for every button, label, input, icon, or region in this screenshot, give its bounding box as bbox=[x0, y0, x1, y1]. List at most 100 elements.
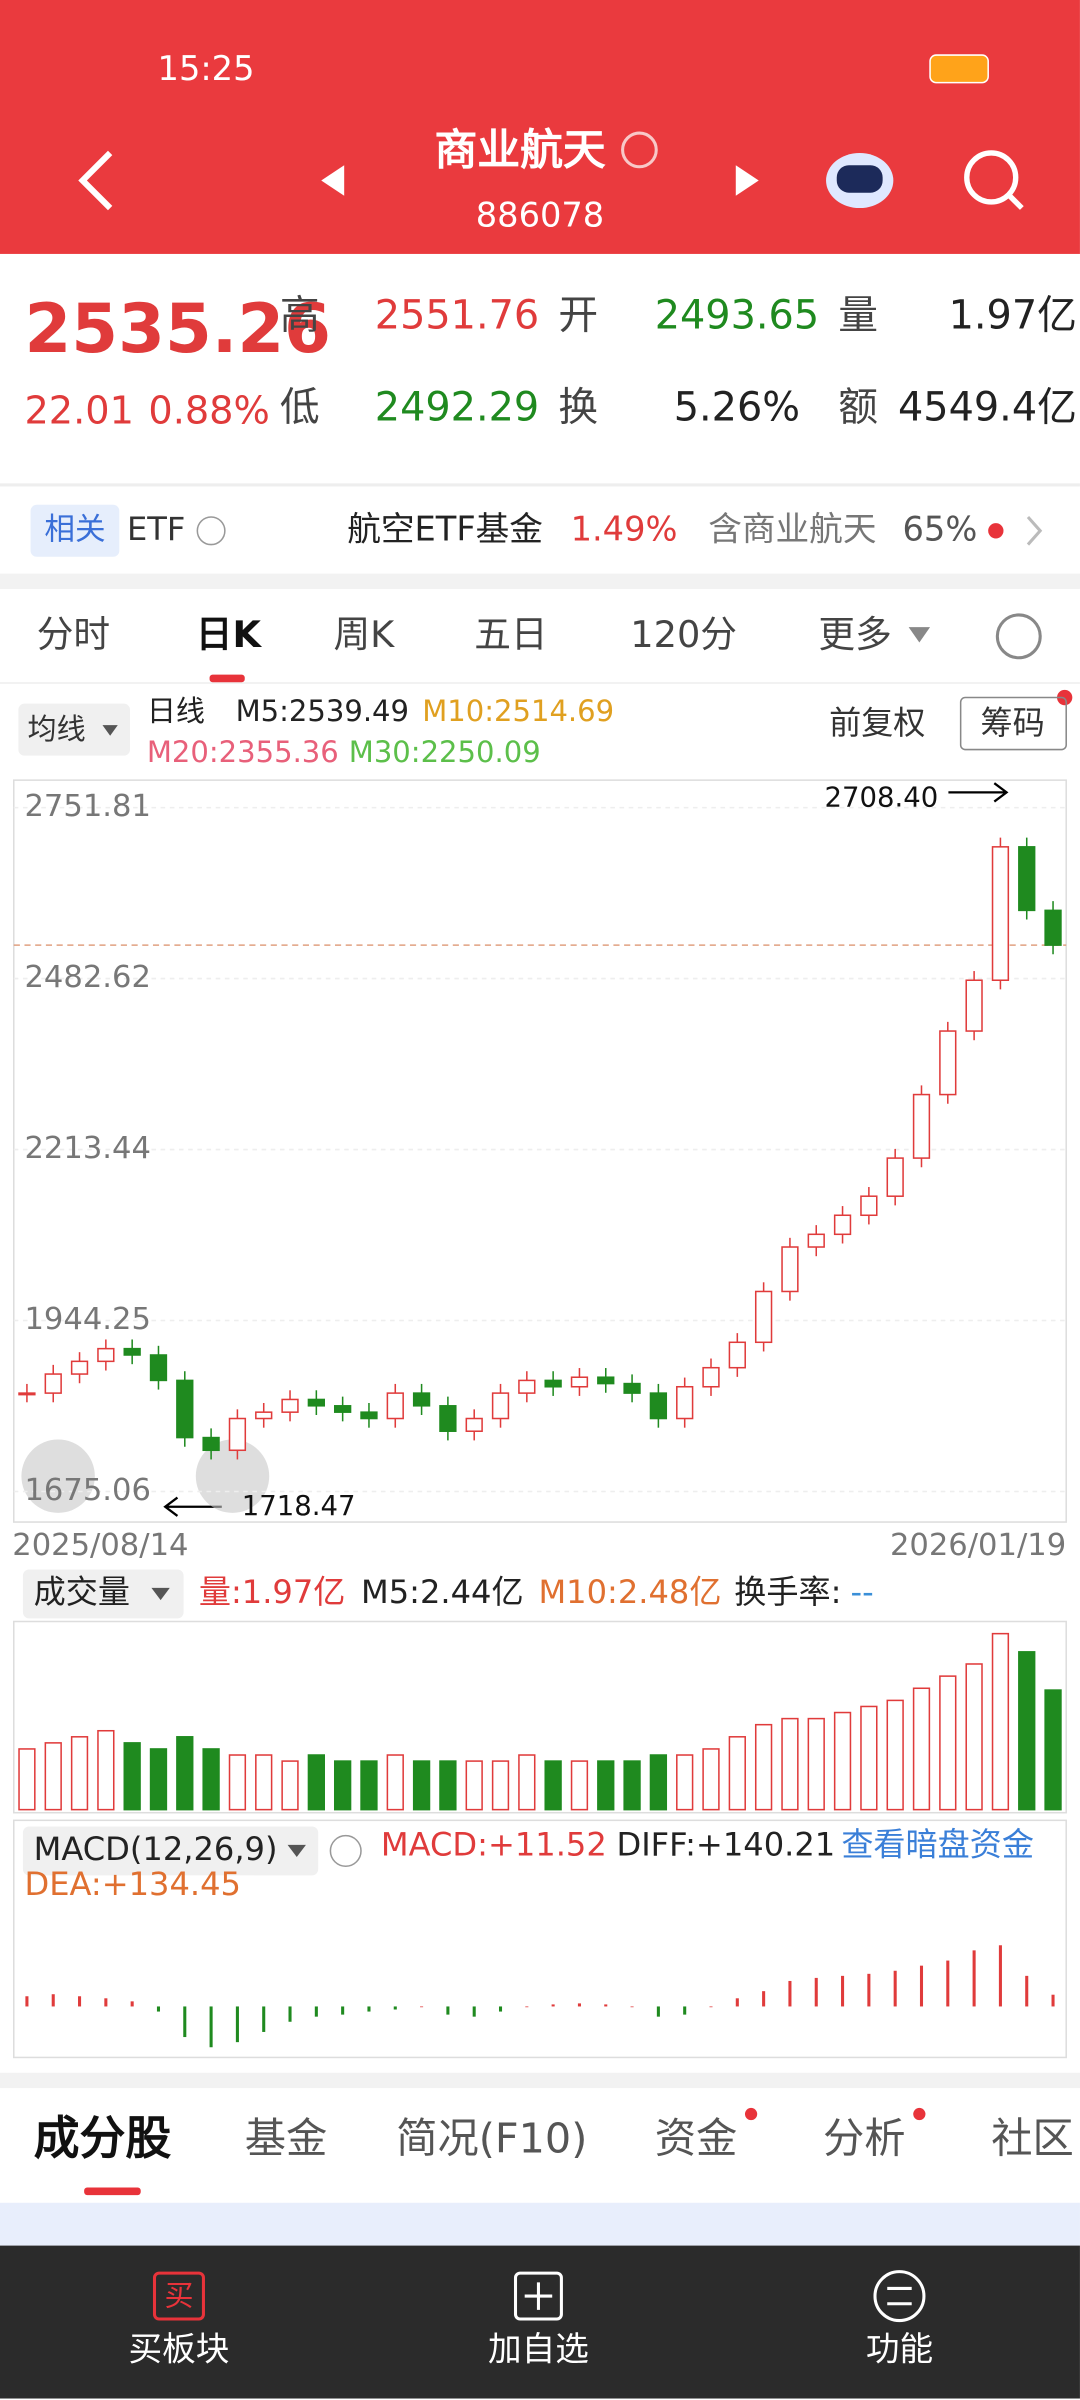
chevron[interactable] bbox=[1026, 516, 1043, 546]
macd-bar bbox=[498, 2006, 503, 2012]
search-icon[interactable] bbox=[964, 150, 1019, 205]
help-icon[interactable] bbox=[329, 1834, 362, 1867]
volume-bar bbox=[623, 1760, 641, 1811]
dot bbox=[913, 2107, 926, 2121]
bottom-tab[interactable]: 基金 bbox=[245, 2115, 328, 2163]
candle bbox=[281, 1398, 299, 1413]
candle bbox=[702, 1366, 720, 1388]
volume-bar bbox=[412, 1760, 431, 1811]
buy-icon-text: 买 bbox=[164, 2279, 193, 2313]
macd-bar bbox=[709, 2006, 713, 2008]
volume-bar bbox=[939, 1675, 957, 1811]
change-pct: 0.88% bbox=[148, 390, 269, 434]
macd-bar bbox=[1025, 1975, 1029, 2007]
volume-bar bbox=[18, 1748, 36, 1811]
help-icon[interactable] bbox=[196, 516, 226, 546]
dot bbox=[744, 2107, 758, 2121]
macd-bar bbox=[420, 2006, 424, 2008]
volume-bar bbox=[833, 1711, 852, 1811]
bottom-tab[interactable]: 社区 bbox=[991, 2115, 1074, 2163]
search-handle bbox=[1007, 193, 1024, 210]
ma20: M20:2355.36 bbox=[147, 735, 339, 769]
candle bbox=[860, 1195, 878, 1217]
back-button[interactable] bbox=[78, 150, 113, 211]
settings-icon[interactable] bbox=[995, 613, 1042, 660]
high-arrow bbox=[948, 782, 1009, 803]
candle bbox=[360, 1411, 378, 1420]
bottom-tab[interactable]: 资金 bbox=[655, 2115, 738, 2163]
candle bbox=[544, 1379, 562, 1388]
x-start: 2025/08/14 bbox=[12, 1528, 188, 1563]
dea-value: DEA:+134.45 bbox=[24, 1865, 241, 1903]
notice-strip bbox=[0, 2202, 1080, 2246]
menu-icon[interactable] bbox=[873, 2270, 926, 2323]
macd-bar bbox=[972, 1950, 976, 2007]
volume-bar bbox=[97, 1729, 115, 1811]
period-tab[interactable]: 五日 bbox=[474, 613, 547, 656]
candle bbox=[939, 1030, 957, 1096]
candle bbox=[44, 1373, 62, 1394]
candle bbox=[70, 1360, 89, 1375]
prev-button[interactable] bbox=[321, 165, 345, 196]
candle bbox=[754, 1290, 773, 1344]
volume-bar bbox=[807, 1717, 825, 1811]
macd-bar bbox=[262, 2006, 266, 2032]
expand-button[interactable] bbox=[21, 1439, 95, 1513]
y-tick-label: 2751.81 bbox=[24, 789, 150, 824]
period-tab[interactable]: 分时 bbox=[37, 613, 110, 656]
candle bbox=[965, 979, 983, 1032]
macd-bar bbox=[341, 2006, 345, 2015]
bottom-tab[interactable]: 简况(F10) bbox=[396, 2115, 587, 2163]
volume-selector[interactable] bbox=[22, 1569, 184, 1619]
candle bbox=[518, 1379, 536, 1394]
candle bbox=[307, 1398, 326, 1407]
period-tab[interactable]: 120分 bbox=[630, 613, 737, 656]
nav-label[interactable]: 加自选 bbox=[488, 2330, 589, 2369]
volume-bar bbox=[465, 1760, 483, 1811]
macd-bar bbox=[551, 2004, 555, 2007]
ma-selector[interactable] bbox=[18, 703, 131, 756]
bottom-tab[interactable]: 成分股 bbox=[34, 2111, 172, 2165]
fullscreen-button[interactable] bbox=[195, 1439, 270, 1513]
volume-bar bbox=[597, 1760, 615, 1811]
nav-label[interactable]: 买板块 bbox=[129, 2330, 230, 2369]
y-tick-label: 2213.44 bbox=[24, 1131, 150, 1166]
field-label: 开 bbox=[558, 293, 598, 339]
low-label: 1718.47 bbox=[242, 1490, 356, 1522]
volume-bar bbox=[360, 1760, 378, 1811]
macd-bar bbox=[814, 1977, 818, 2007]
macd-frame bbox=[13, 1819, 1067, 2059]
volume-bar bbox=[255, 1754, 273, 1811]
candle bbox=[623, 1382, 641, 1394]
add-icon[interactable] bbox=[513, 2271, 563, 2321]
macd-bar bbox=[656, 2006, 660, 2017]
period-tab[interactable]: 更多 bbox=[818, 613, 891, 656]
macd-selector[interactable] bbox=[22, 1826, 319, 1876]
dropdown bbox=[102, 725, 118, 736]
ma5: M5:2539.49 bbox=[236, 694, 409, 728]
buy-icon[interactable] bbox=[152, 2271, 205, 2321]
macd-bar bbox=[841, 1975, 845, 2007]
macd-bar bbox=[472, 2006, 476, 2017]
volume-value: 量:1.97亿 bbox=[199, 1573, 346, 1611]
dot bbox=[988, 523, 1004, 539]
macd-bar bbox=[393, 2006, 397, 2010]
plus bbox=[524, 2282, 553, 2310]
period-tab[interactable]: 日K bbox=[196, 613, 263, 656]
period-tab[interactable]: 周K bbox=[333, 613, 395, 656]
bottom-tab[interactable]: 分析 bbox=[823, 2115, 906, 2163]
dark-pool-link[interactable]: 查看暗盘资金 bbox=[841, 1825, 1034, 1863]
chips-button[interactable] bbox=[959, 696, 1067, 751]
header-bg bbox=[0, 0, 1080, 254]
next-button[interactable] bbox=[735, 165, 759, 196]
nav-label[interactable]: 功能 bbox=[866, 2330, 933, 2369]
field-value: 2551.76 bbox=[375, 293, 539, 339]
info-icon[interactable] bbox=[621, 131, 658, 169]
ma-kind: 日线 bbox=[147, 694, 205, 728]
volume-frame bbox=[13, 1620, 1067, 1814]
volume-selector-label: 成交量 bbox=[34, 1573, 130, 1611]
candle bbox=[728, 1341, 746, 1369]
macd-bar bbox=[25, 1996, 29, 2007]
macd-bar bbox=[735, 1998, 739, 2007]
time: 15:25 bbox=[158, 49, 255, 88]
